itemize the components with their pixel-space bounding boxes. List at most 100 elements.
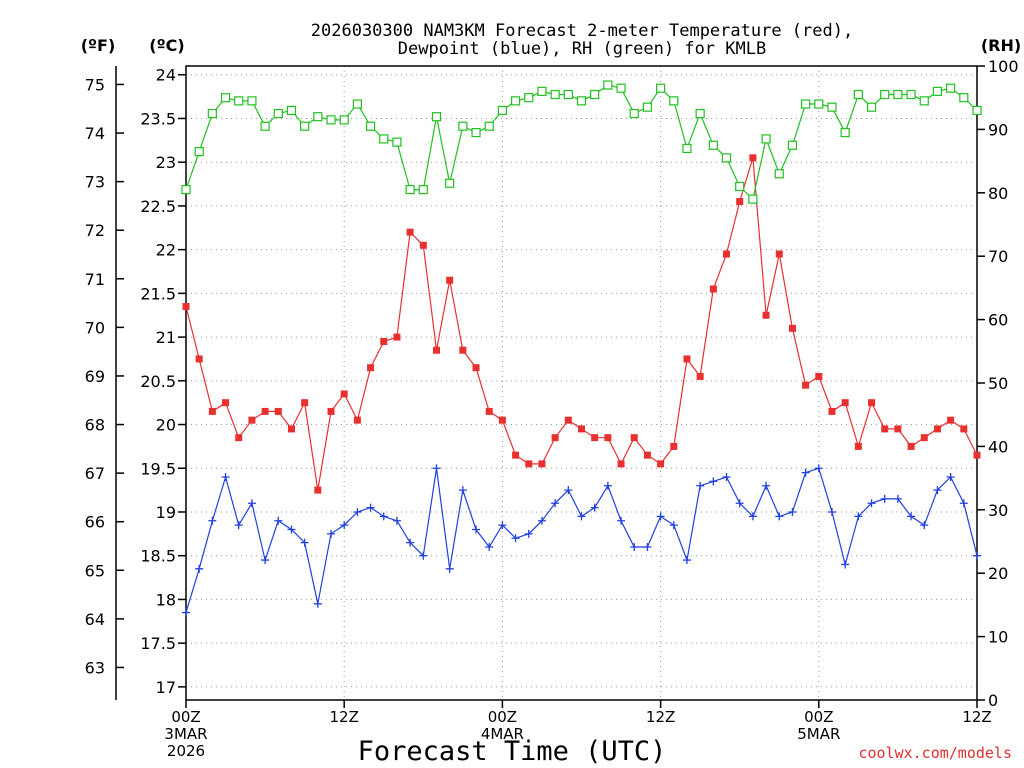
temperature-point	[551, 434, 559, 442]
rh-point	[379, 134, 389, 144]
temperature-point	[208, 407, 216, 415]
x-tick-label: 00Z	[488, 708, 517, 726]
temperature-point	[406, 228, 414, 236]
temperature-point	[683, 355, 691, 363]
temperature-point	[222, 399, 230, 407]
dewpoint-point	[524, 529, 533, 538]
temperature-point	[459, 346, 467, 354]
rh-point	[510, 96, 521, 106]
rh-point	[339, 115, 349, 125]
rh-tick-label: 30	[988, 501, 1008, 520]
rh-point	[603, 80, 613, 90]
rh-point	[932, 86, 943, 96]
dewpoint-point	[537, 516, 546, 525]
dewpoint-point	[445, 564, 454, 573]
rh-point	[735, 181, 745, 192]
temperature-point	[643, 451, 651, 459]
dewpoint-point	[313, 599, 322, 608]
dewpoint-point	[458, 486, 467, 495]
rh-point	[761, 134, 771, 144]
chart-title-line2: Dewpoint (blue), RH (green) for KMLB	[398, 39, 766, 59]
dewpoint-point	[247, 499, 256, 508]
dewpoint-point	[472, 525, 481, 534]
temperature-point	[762, 311, 770, 319]
dewpoint-point	[327, 529, 336, 538]
temperature-point	[617, 460, 625, 468]
fahrenheit-tick-label: 72	[85, 221, 105, 240]
temperature-point	[393, 333, 401, 341]
x-tick-label: 12Z	[330, 708, 359, 726]
rh-point	[260, 121, 270, 131]
dewpoint-point	[827, 507, 836, 516]
dewpoint-point	[551, 499, 560, 508]
x-axis-title: Forecast Time (UTC)	[358, 736, 667, 767]
temperature-point	[380, 337, 388, 345]
rh-point	[550, 89, 560, 100]
temperature-series-line	[185, 157, 978, 491]
celsius-tick-label: 22.5	[140, 197, 176, 216]
rh-point	[721, 153, 732, 163]
rh-point	[563, 89, 573, 100]
dewpoint-point	[234, 521, 243, 530]
temperature-point	[446, 276, 454, 284]
temperature-point	[920, 434, 928, 442]
dewpoint-point	[603, 481, 612, 490]
temperature-point	[274, 407, 282, 415]
dewpoint-point	[419, 551, 428, 560]
dewpoint-point	[973, 551, 981, 560]
gridlines	[186, 66, 977, 700]
temperature-point	[261, 407, 269, 415]
rh-point	[655, 83, 666, 93]
temperature-point	[195, 355, 203, 363]
rh-point	[392, 137, 402, 147]
dewpoint-point	[735, 499, 744, 508]
temperature-point	[485, 407, 493, 415]
dewpoint-point	[221, 473, 230, 482]
dewpoint-point	[656, 512, 665, 521]
temperature-point	[367, 364, 375, 372]
celsius-unit-label: (ºC)	[149, 36, 184, 55]
rh-point	[946, 83, 956, 93]
fahrenheit-tick-label: 63	[85, 658, 105, 677]
celsius-tick-label: 17.5	[140, 634, 176, 653]
rh-point	[445, 178, 455, 188]
fahrenheit-tick-label: 71	[85, 270, 105, 289]
dewpoint-point	[801, 468, 810, 477]
rh-tick-label: 0	[988, 691, 998, 710]
rh-point	[247, 96, 257, 106]
x-tick-date: 3MAR	[164, 725, 207, 743]
dewpoint-point	[669, 521, 678, 530]
dewpoint-point	[485, 542, 494, 551]
dewpoint-point	[208, 516, 217, 525]
fahrenheit-tick-label: 73	[85, 173, 105, 192]
credit-link[interactable]: coolwx.com/models	[858, 744, 1012, 762]
dewpoint-point	[893, 494, 902, 503]
celsius-tick-label: 18.5	[140, 547, 176, 566]
celsius-tick-label: 17	[156, 678, 176, 697]
rh-point	[286, 105, 297, 115]
temperature-point	[235, 434, 243, 442]
dewpoint-point	[406, 538, 415, 547]
temperature-point	[696, 372, 704, 380]
celsius-tick-label: 23	[156, 153, 176, 172]
fahrenheit-tick-label: 74	[85, 124, 105, 143]
rh-point	[405, 185, 415, 195]
dewpoint-point	[959, 499, 968, 508]
rh-point	[893, 89, 903, 100]
rh-point	[497, 105, 507, 115]
rh-point	[352, 99, 362, 109]
temperature-point	[630, 434, 638, 442]
rh-point	[300, 121, 310, 131]
rh-point	[959, 93, 969, 103]
dewpoint-point	[590, 503, 599, 512]
rh-point	[919, 96, 929, 106]
rh-tick-label: 10	[988, 628, 1008, 647]
temperature-point	[709, 285, 717, 293]
temperature-point	[564, 416, 572, 424]
temperature-point	[472, 364, 480, 372]
temperature-point	[578, 425, 585, 433]
dewpoint-point	[432, 464, 441, 473]
rh-point	[194, 146, 204, 157]
rh-point	[326, 115, 336, 125]
dewpoint-point	[379, 512, 388, 521]
